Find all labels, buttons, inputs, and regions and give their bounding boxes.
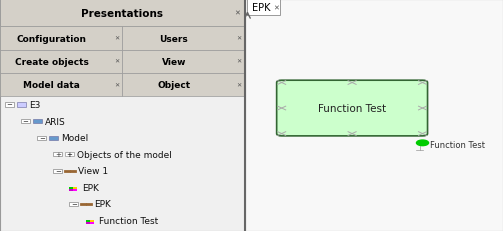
Text: E3: E3 [29, 100, 40, 109]
Bar [245, 0, 503, 231]
Bar [0, 74, 122, 97]
Text: ✕: ✕ [114, 36, 119, 41]
Text: View: View [161, 58, 186, 67]
Text: Function Test: Function Test [99, 216, 158, 225]
Text: Model: Model [61, 134, 88, 143]
Text: −: − [55, 168, 61, 174]
Text: Configuration: Configuration [17, 34, 87, 43]
Text: EPK: EPK [252, 3, 271, 13]
Circle shape [416, 140, 429, 146]
Text: ✕: ✕ [114, 83, 119, 88]
Bar [49, 136, 58, 140]
Bar [5, 103, 14, 107]
Bar [17, 103, 26, 107]
Bar [0, 50, 122, 74]
Bar [90, 222, 94, 224]
Text: ✕: ✕ [114, 60, 119, 64]
Text: −: − [71, 201, 77, 207]
Text: ✕: ✕ [236, 83, 241, 88]
Bar [65, 152, 74, 157]
Text: Create objects: Create objects [15, 58, 89, 67]
Bar [86, 222, 90, 224]
Bar [53, 152, 62, 157]
Text: EPK: EPK [82, 183, 100, 192]
Bar [0, 0, 245, 27]
Bar [122, 50, 245, 74]
Text: View 1: View 1 [78, 167, 108, 176]
Bar [0, 27, 122, 50]
Text: −: − [23, 119, 29, 125]
Bar [69, 189, 73, 191]
Bar [86, 220, 90, 222]
Text: ✕: ✕ [273, 5, 279, 11]
Text: EPK: EPK [94, 200, 111, 208]
Bar [122, 74, 245, 97]
Text: Presentations: Presentations [81, 9, 163, 19]
Text: Users: Users [159, 34, 188, 43]
Text: ARIS: ARIS [45, 117, 65, 126]
Text: ✕: ✕ [236, 60, 241, 64]
Bar [0, 0, 245, 231]
Text: Model data: Model data [23, 81, 80, 90]
Text: Function Test: Function Test [318, 103, 386, 114]
Bar [122, 27, 245, 50]
Text: Objects of the model: Objects of the model [77, 150, 172, 159]
Text: −: − [39, 135, 45, 141]
Text: ✕: ✕ [234, 11, 240, 17]
Bar [37, 136, 46, 140]
Bar [53, 169, 62, 173]
Bar [33, 119, 42, 124]
Bar [69, 202, 78, 206]
Bar [73, 189, 77, 191]
Bar [247, 0, 280, 16]
Bar [90, 220, 94, 222]
Text: Object: Object [157, 81, 191, 90]
Text: −: − [7, 102, 13, 108]
Bar [69, 188, 73, 189]
Text: Function Test: Function Test [430, 140, 485, 149]
Text: +: + [55, 152, 61, 158]
Bar [21, 119, 30, 124]
Text: +: + [66, 152, 72, 158]
Bar [73, 188, 77, 189]
FancyBboxPatch shape [277, 81, 428, 136]
Text: ✕: ✕ [236, 36, 241, 41]
